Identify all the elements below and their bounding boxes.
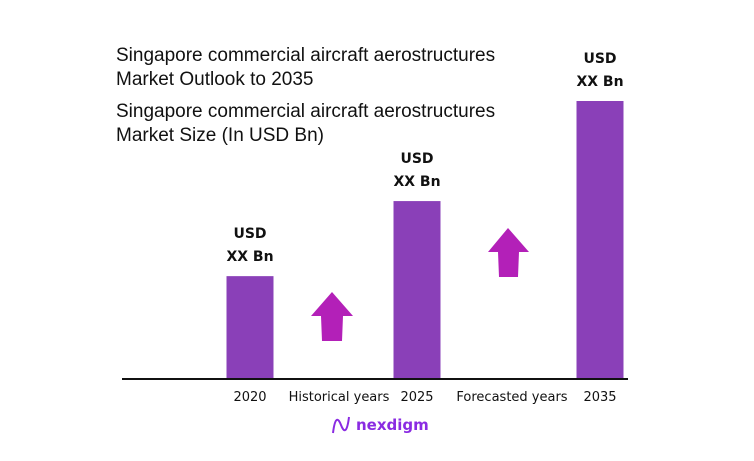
growth-arrow-icon (311, 292, 353, 341)
chart-title: Singapore commercial aircraft aerostruct… (116, 44, 495, 92)
title-line: Market Outlook to 2035 (116, 69, 314, 90)
logo-icon (332, 416, 350, 434)
bar-2025 (393, 201, 441, 379)
logo-text: nexdigm (356, 416, 429, 434)
data-label: USD (583, 51, 616, 67)
bar-2020 (226, 276, 274, 379)
data-label: USD (233, 226, 266, 242)
chart-subtitle: Singapore commercial aircraft aerostruct… (116, 100, 495, 148)
title-line: Singapore commercial aircraft aerostruct… (116, 45, 496, 66)
subtitle-line: Singapore commercial aircraft aerostruct… (116, 101, 496, 122)
x-tick-label: 2025 (400, 390, 433, 405)
x-tick-label: 2020 (233, 390, 266, 405)
data-label: XX Bn (576, 74, 623, 90)
annotation-historical: Historical years (289, 390, 390, 405)
data-label: XX Bn (393, 174, 440, 190)
subtitle-line: Market Size (In USD Bn) (116, 125, 324, 146)
nexdigm-logo: nexdigm (331, 415, 429, 435)
bar-2035 (576, 101, 624, 379)
data-label: XX Bn (226, 249, 273, 265)
data-label: USD (400, 151, 433, 167)
growth-arrow-icon (488, 228, 529, 277)
x-tick-label: 2035 (583, 390, 616, 405)
annotation-forecasted: Forecasted years (456, 390, 567, 405)
